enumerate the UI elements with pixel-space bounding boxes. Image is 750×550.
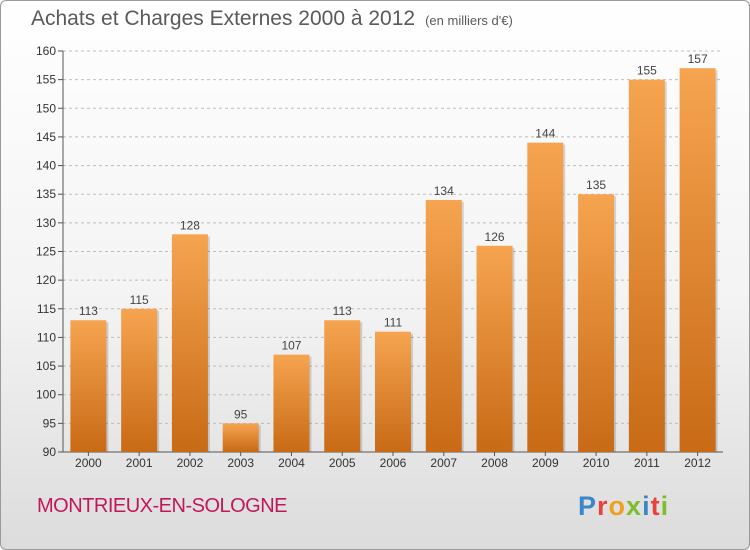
x-tick-label: 2005 — [329, 456, 356, 470]
value-label: 157 — [688, 52, 708, 66]
bar-2005 — [324, 320, 361, 452]
value-label: 128 — [180, 218, 200, 232]
y-tick-label: 140 — [36, 159, 56, 173]
y-tick-label: 155 — [36, 73, 56, 87]
logo-letter: P — [578, 491, 598, 521]
y-tick-label: 150 — [36, 101, 56, 115]
logo-letter: t — [650, 491, 661, 521]
value-label: 115 — [130, 293, 149, 307]
bar-2010 — [578, 194, 615, 452]
bar-2004 — [273, 354, 310, 452]
logo-letter: r — [597, 491, 609, 521]
x-tick-label: 2006 — [380, 456, 407, 470]
y-tick-label: 130 — [36, 216, 56, 230]
y-tick-label: 120 — [36, 273, 56, 287]
bar-2000 — [70, 320, 107, 452]
y-tick-label: 135 — [36, 187, 56, 201]
value-label: 113 — [79, 304, 98, 318]
value-label: 95 — [234, 407, 248, 421]
chart-title: Achats et Charges Externes 2000 à 2012 (e… — [31, 7, 513, 31]
y-tick-label: 90 — [43, 445, 57, 459]
chart-unit: (en milliers d'€) — [425, 13, 513, 28]
location-name: MONTRIEUX-EN-SOLOGNE — [37, 495, 288, 517]
y-tick-label: 105 — [36, 359, 56, 373]
logo-letter: i — [642, 491, 651, 521]
bar-2003 — [222, 423, 259, 452]
value-label: 126 — [485, 230, 505, 244]
x-tick-label: 2001 — [126, 456, 153, 470]
bars — [70, 68, 718, 453]
y-tick-label: 160 — [36, 44, 56, 58]
bar-2002 — [171, 234, 208, 452]
x-tick-label: 2011 — [634, 456, 660, 470]
value-label: 134 — [434, 184, 454, 198]
labels: 90 95 100 105 110 115 120 125 130 135 140 145 150 155… — [36, 44, 711, 470]
bar-2007 — [425, 199, 462, 452]
x-tick-label: 2007 — [430, 456, 457, 470]
x-tick-label: 2003 — [227, 456, 254, 470]
bar-2008 — [476, 245, 513, 452]
y-tick-label: 145 — [36, 130, 56, 144]
bar-2009 — [527, 142, 564, 452]
y-tick-label: 115 — [37, 302, 56, 316]
x-tick-label: 2010 — [583, 456, 610, 470]
value-label: 144 — [535, 127, 555, 141]
logo-letter: o — [608, 491, 627, 521]
x-tick-label: 2000 — [75, 456, 102, 470]
logo-letter: i — [660, 491, 670, 521]
bar-2012 — [679, 68, 716, 452]
y-tick-label: 125 — [36, 245, 56, 259]
value-label: 155 — [637, 64, 657, 78]
x-tick-label: 2002 — [177, 456, 204, 470]
value-label: 135 — [586, 178, 606, 192]
bar-2006 — [375, 331, 411, 452]
x-tick-label: 2004 — [278, 456, 305, 470]
proxiti-logo[interactable]: Proxiti — [578, 491, 669, 522]
bar-2001 — [121, 308, 158, 452]
y-tick-label: 95 — [43, 416, 57, 430]
bar-2011 — [628, 79, 665, 453]
x-tick-label: 2009 — [532, 456, 559, 470]
x-tick-label: 2008 — [481, 456, 508, 470]
chart-title-text: Achats et Charges Externes 2000 à 2012 — [31, 7, 416, 30]
logo-letter: x — [626, 491, 643, 521]
x-tick-label: 2012 — [684, 456, 711, 470]
value-label: 113 — [333, 304, 352, 318]
y-tick-label: 110 — [37, 330, 56, 344]
value-label: 107 — [281, 339, 301, 353]
value-label: 111 — [384, 316, 403, 330]
y-tick-label: 100 — [36, 388, 56, 402]
